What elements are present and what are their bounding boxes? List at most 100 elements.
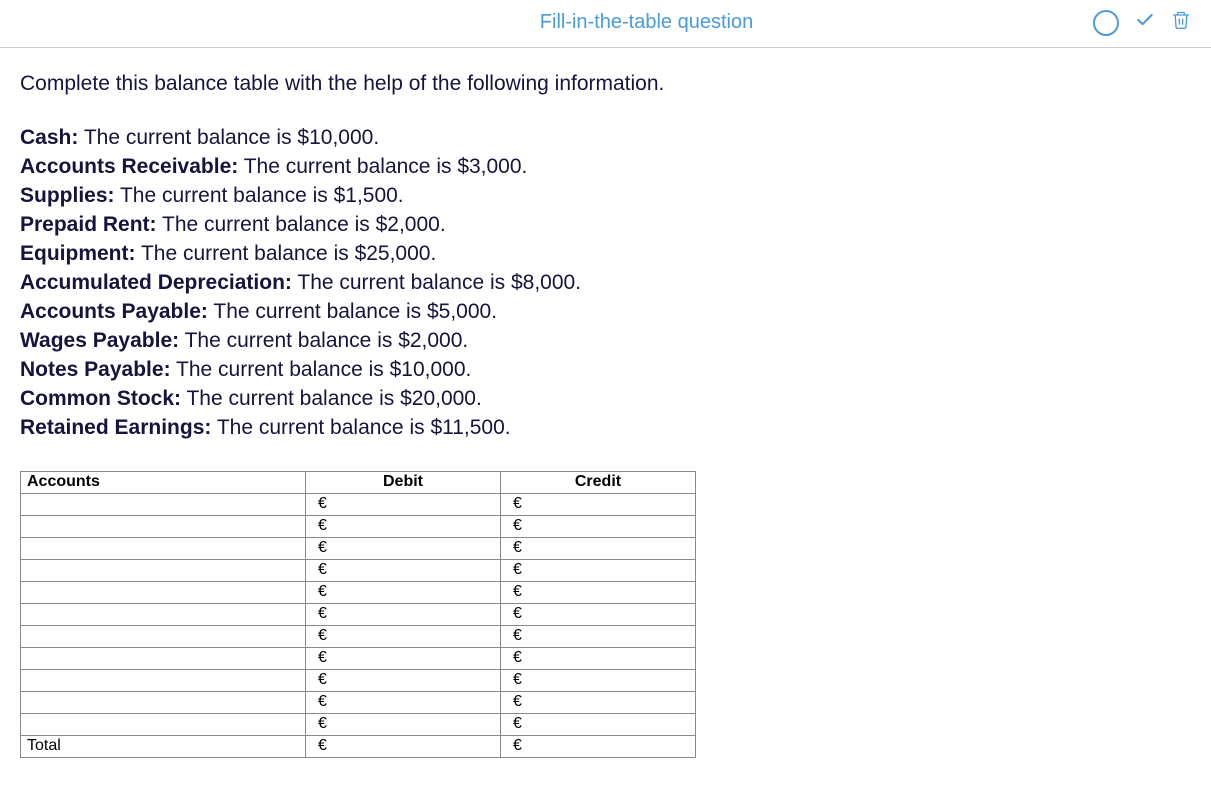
info-line: Cash: The current balance is $10,000. xyxy=(20,124,1191,153)
currency-symbol: € xyxy=(312,539,331,557)
info-line-label: Accumulated Depreciation: xyxy=(20,271,292,294)
currency-symbol: € xyxy=(312,715,331,733)
account-input[interactable] xyxy=(27,539,299,558)
info-line: Notes Payable: The current balance is $1… xyxy=(20,356,1191,385)
table-row: €€ xyxy=(21,559,696,581)
content-area: Complete this balance table with the hel… xyxy=(0,48,1211,778)
account-input[interactable] xyxy=(27,671,299,690)
info-line: Accounts Receivable: The current balance… xyxy=(20,153,1191,182)
total-debit-input[interactable] xyxy=(331,737,494,756)
debit-input[interactable] xyxy=(331,693,494,712)
credit-input[interactable] xyxy=(526,583,689,602)
table-row: €€ xyxy=(21,713,696,735)
table-row: €€ xyxy=(21,647,696,669)
account-input[interactable] xyxy=(27,715,299,734)
account-input[interactable] xyxy=(27,605,299,624)
debit-input[interactable] xyxy=(331,517,494,536)
credit-input[interactable] xyxy=(526,671,689,690)
header-actions xyxy=(1093,8,1191,37)
currency-symbol: € xyxy=(507,495,526,513)
info-line-text: The current balance is $8,000. xyxy=(292,271,581,294)
column-header-accounts: Accounts xyxy=(21,471,306,493)
debit-input[interactable] xyxy=(331,715,494,734)
table-row: €€ xyxy=(21,691,696,713)
account-input[interactable] xyxy=(27,627,299,646)
table-row: €€ xyxy=(21,603,696,625)
header-bar: Fill-in-the-table question xyxy=(0,0,1211,48)
debit-input[interactable] xyxy=(331,539,494,558)
info-line-text: The current balance is $10,000. xyxy=(78,126,379,149)
info-line: Retained Earnings: The current balance i… xyxy=(20,414,1191,443)
debit-input[interactable] xyxy=(331,671,494,690)
info-line-text: The current balance is $20,000. xyxy=(181,387,482,410)
currency-symbol: € xyxy=(507,737,526,755)
column-header-credit: Credit xyxy=(501,471,696,493)
info-line-label: Accounts Receivable: xyxy=(20,155,238,178)
info-line-text: The current balance is $2,000. xyxy=(157,213,446,236)
currency-symbol: € xyxy=(507,715,526,733)
info-line: Prepaid Rent: The current balance is $2,… xyxy=(20,211,1191,240)
check-icon[interactable] xyxy=(1135,10,1155,36)
column-header-debit: Debit xyxy=(306,471,501,493)
table-row: €€ xyxy=(21,537,696,559)
info-line: Accumulated Depreciation: The current ba… xyxy=(20,269,1191,298)
credit-input[interactable] xyxy=(526,693,689,712)
table-row: €€ xyxy=(21,515,696,537)
debit-input[interactable] xyxy=(331,583,494,602)
total-credit-input[interactable] xyxy=(526,737,689,756)
credit-input[interactable] xyxy=(526,517,689,536)
info-line-text: The current balance is $5,000. xyxy=(208,300,497,323)
trash-icon[interactable] xyxy=(1171,8,1191,37)
debit-input[interactable] xyxy=(331,627,494,646)
currency-symbol: € xyxy=(312,495,331,513)
debit-input[interactable] xyxy=(331,495,494,514)
info-line: Accounts Payable: The current balance is… xyxy=(20,298,1191,327)
table-row: €€ xyxy=(21,669,696,691)
currency-symbol: € xyxy=(507,627,526,645)
info-line-label: Retained Earnings: xyxy=(20,416,211,439)
account-input[interactable] xyxy=(27,649,299,668)
currency-symbol: € xyxy=(312,649,331,667)
debit-input[interactable] xyxy=(331,561,494,580)
credit-input[interactable] xyxy=(526,649,689,668)
info-line-text: The current balance is $3,000. xyxy=(238,155,527,178)
info-list: Cash: The current balance is $10,000.Acc… xyxy=(20,124,1191,443)
info-line-label: Common Stock: xyxy=(20,387,181,410)
currency-symbol: € xyxy=(312,627,331,645)
currency-symbol: € xyxy=(507,561,526,579)
account-input[interactable] xyxy=(27,583,299,602)
currency-symbol: € xyxy=(507,649,526,667)
currency-symbol: € xyxy=(312,561,331,579)
credit-input[interactable] xyxy=(526,715,689,734)
info-line: Common Stock: The current balance is $20… xyxy=(20,385,1191,414)
account-input[interactable] xyxy=(27,495,299,514)
credit-input[interactable] xyxy=(526,627,689,646)
currency-symbol: € xyxy=(312,605,331,623)
table-row: €€ xyxy=(21,625,696,647)
info-line-label: Cash: xyxy=(20,126,78,149)
account-input[interactable] xyxy=(27,561,299,580)
total-label: Total xyxy=(21,735,306,757)
account-input[interactable] xyxy=(27,693,299,712)
info-line-text: The current balance is $2,000. xyxy=(179,329,468,352)
circle-icon[interactable] xyxy=(1093,10,1119,36)
currency-symbol: € xyxy=(507,693,526,711)
credit-input[interactable] xyxy=(526,605,689,624)
table-row: €€ xyxy=(21,581,696,603)
info-line-label: Equipment: xyxy=(20,242,136,265)
table-row: €€ xyxy=(21,493,696,515)
currency-symbol: € xyxy=(312,583,331,601)
account-input[interactable] xyxy=(27,517,299,536)
info-line-label: Notes Payable: xyxy=(20,358,171,381)
info-line: Supplies: The current balance is $1,500. xyxy=(20,182,1191,211)
credit-input[interactable] xyxy=(526,495,689,514)
credit-input[interactable] xyxy=(526,561,689,580)
debit-input[interactable] xyxy=(331,649,494,668)
currency-symbol: € xyxy=(312,737,331,755)
currency-symbol: € xyxy=(507,671,526,689)
currency-symbol: € xyxy=(312,693,331,711)
debit-input[interactable] xyxy=(331,605,494,624)
credit-input[interactable] xyxy=(526,539,689,558)
info-line-text: The current balance is $11,500. xyxy=(211,416,510,439)
currency-symbol: € xyxy=(507,517,526,535)
